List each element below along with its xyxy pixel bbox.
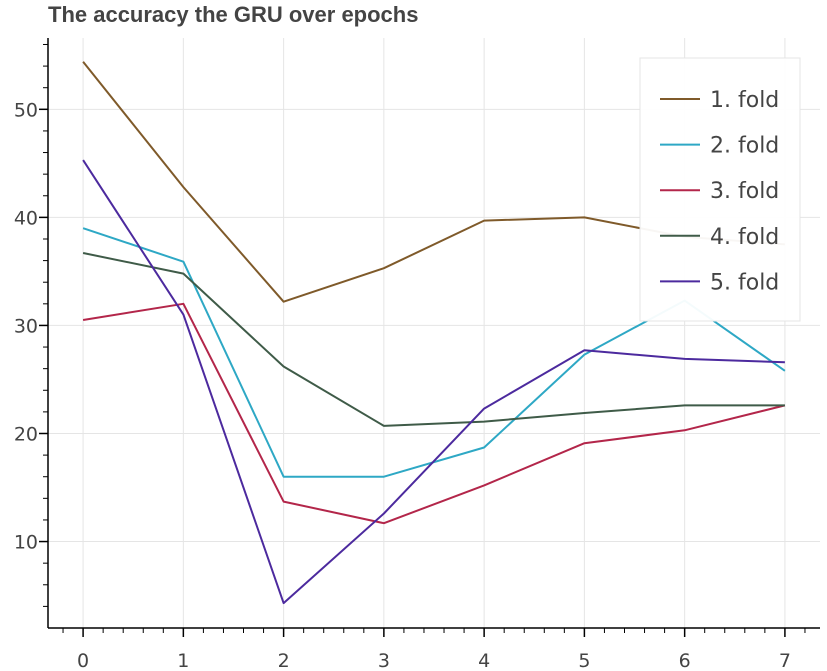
- series-line-3: [82, 302, 786, 525]
- x-tick-label: 5: [578, 650, 590, 671]
- legend-label-5: 5. fold: [710, 270, 779, 295]
- y-tick-label: 10: [14, 532, 38, 554]
- legend-label-2: 2. fold: [710, 134, 779, 159]
- y-tick-label: 20: [14, 423, 38, 445]
- series-line-5: [82, 159, 785, 605]
- x-tick-label: 7: [779, 650, 791, 671]
- series-line-4: [82, 252, 785, 427]
- y-tick-label: 50: [14, 99, 38, 121]
- x-tick-label: 4: [478, 650, 490, 671]
- x-tick-label: 0: [77, 650, 89, 671]
- x-tick-label: 2: [278, 650, 290, 671]
- legend-label-4: 4. fold: [710, 225, 779, 250]
- legend-label-1: 1. fold: [710, 88, 779, 113]
- y-tick-label: 40: [14, 207, 38, 229]
- legend: 1. fold 2. fold 3. fold 4. fold 5. fold: [639, 57, 801, 322]
- x-tick-label: 6: [679, 650, 691, 671]
- x-tick-label: 3: [378, 650, 390, 671]
- x-tick-label: 1: [177, 650, 189, 671]
- chart-title: The accuracy the GRU over epochs: [48, 2, 418, 27]
- y-tick-label: 30: [14, 315, 38, 337]
- axes: 0 1 2 3 4 5 6 7 10 20 30 40 50: [14, 38, 820, 671]
- legend-label-3: 3. fold: [710, 179, 779, 204]
